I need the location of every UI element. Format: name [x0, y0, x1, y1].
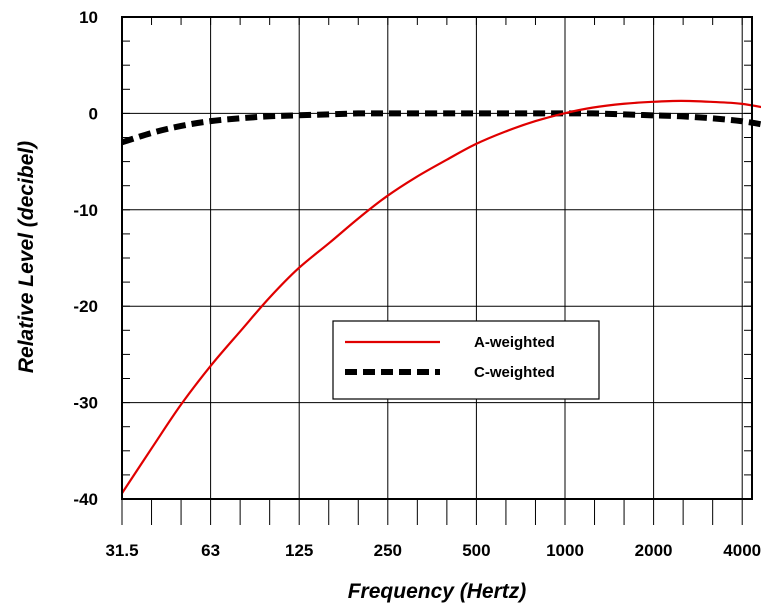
legend-label-c-weighted: C-weighted — [474, 364, 555, 381]
x-tick-label: 1000 — [546, 541, 584, 560]
series-line-a-weighted — [121, 99, 761, 494]
y-tick-label: -40 — [73, 490, 98, 509]
y-tick-label: -20 — [73, 297, 98, 316]
minor-ticks — [121, 16, 752, 525]
x-tick-label: 4000 — [723, 541, 761, 560]
y-tick-label: -10 — [73, 201, 98, 220]
series-line-c-weighted — [121, 110, 761, 146]
y-tick-label: 0 — [89, 104, 98, 123]
x-tick-label: 31.5 — [105, 541, 138, 560]
y-tick-label: 10 — [79, 8, 98, 27]
grid — [121, 16, 752, 500]
x-tick-label: 63 — [201, 541, 220, 560]
x-tick-labels: 31.563125250500100020004000800016000 — [105, 541, 761, 560]
x-tick-label: 250 — [374, 541, 402, 560]
x-tick-label: 125 — [285, 541, 313, 560]
x-tick-label: 2000 — [635, 541, 673, 560]
legend: A-weighted C-weighted — [332, 320, 600, 400]
plot-area-frame — [121, 16, 753, 500]
y-tick-label: -30 — [73, 394, 98, 413]
x-axis-title: Frequency (Hertz) — [348, 580, 527, 603]
x-tick-label: 500 — [462, 541, 490, 560]
legend-label-a-weighted: A-weighted — [474, 334, 555, 351]
series-lines — [121, 99, 761, 494]
y-tick-labels: 10 0 -10 -20 -30 -40 — [73, 8, 98, 509]
legend-box — [332, 320, 600, 400]
y-axis-title: Relative Level (decibel) — [15, 141, 38, 373]
